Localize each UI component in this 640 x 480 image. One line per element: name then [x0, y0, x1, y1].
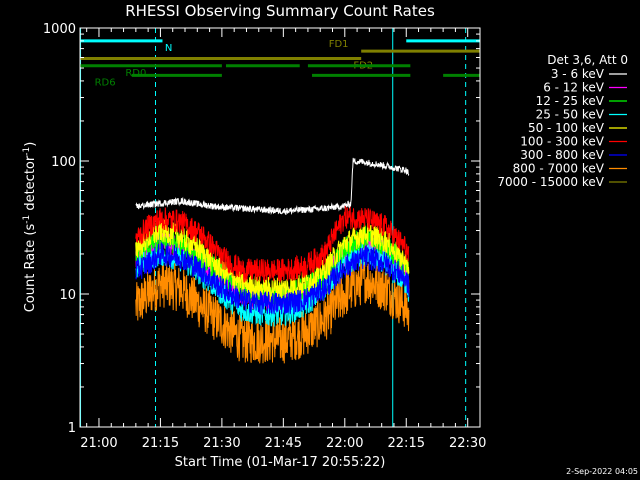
date-stamp: 2-Sep-2022 04:05 — [566, 467, 638, 476]
flag-label-fd1: FD1 — [329, 39, 349, 50]
x-tick-label: 22:15 — [388, 436, 425, 451]
x-tick-label: 22:30 — [449, 436, 486, 451]
x-tick-label: 22:00 — [326, 436, 363, 451]
legend-label: 100 - 300 keV — [520, 135, 604, 149]
series-line-7 — [135, 259, 410, 364]
y-tick-label: 10 — [59, 288, 76, 303]
flag-label-n: N — [165, 43, 172, 54]
legend-label: 3 - 6 keV — [551, 67, 605, 81]
legend-label: 25 - 50 keV — [536, 108, 605, 122]
legend-label: 800 - 7000 keV — [513, 162, 605, 176]
y-tick-label: 100 — [51, 155, 76, 170]
y-axis: 1 10 100 1000 — [43, 22, 480, 436]
plot-area: NFD1FD2RD0RD6 — [80, 28, 480, 427]
series-line-5 — [135, 205, 410, 283]
x-tick-label: 21:00 — [80, 436, 117, 451]
legend-label: 300 - 800 keV — [520, 148, 604, 162]
x-tick-label: 21:30 — [203, 436, 240, 451]
series-line-6 — [135, 242, 410, 316]
y-tick-label: 1 — [68, 421, 76, 436]
plot-frame — [79, 27, 481, 428]
flag-label-rd6: RD6 — [95, 77, 116, 88]
x-tick-label: 21:45 — [265, 436, 302, 451]
y-axis-label: Count Rate (s-1 detector-1) — [22, 142, 38, 313]
y-tick-label: 1000 — [43, 22, 76, 37]
x-axis: 21:00 21:15 21:30 21:45 22:00 22:15 22:30 — [80, 28, 486, 451]
x-axis-label: Start Time (01-Mar-17 20:55:22) — [175, 455, 386, 470]
legend-label: 12 - 25 keV — [536, 94, 605, 108]
chart-title: RHESSI Observing Summary Count Rates — [125, 2, 435, 20]
series-line-0 — [135, 157, 410, 216]
legend-title: Det 3,6, Att 0 — [547, 53, 628, 67]
flag-label-rd0: RD0 — [125, 68, 146, 79]
legend-label: 7000 - 15000 keV — [497, 175, 604, 189]
legend-label: 6 - 12 keV — [543, 81, 605, 95]
x-tick-label: 21:15 — [142, 436, 179, 451]
series-line-4 — [135, 219, 410, 301]
legend-label: 50 - 100 keV — [528, 121, 605, 135]
